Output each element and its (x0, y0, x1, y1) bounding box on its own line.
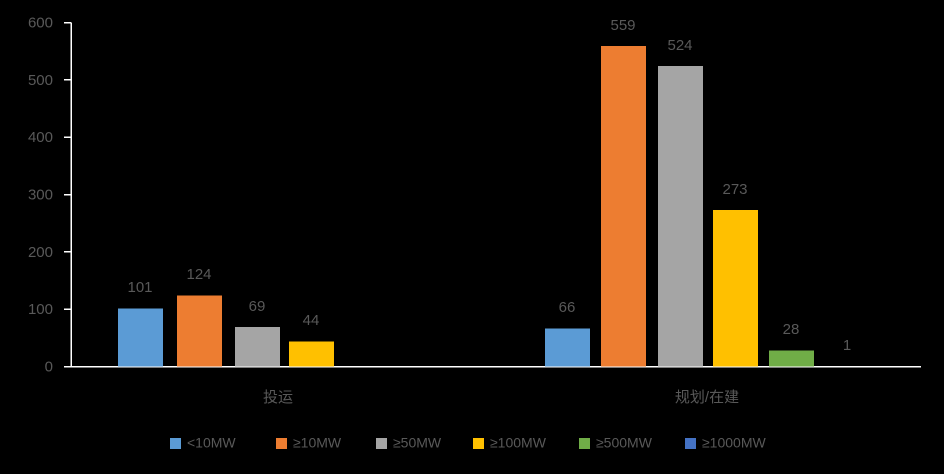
svg-text:100: 100 (28, 301, 53, 318)
svg-text:<10MW: <10MW (187, 435, 236, 451)
svg-text:规划/在建: 规划/在建 (675, 389, 739, 406)
svg-text:≥500MW: ≥500MW (596, 435, 653, 451)
svg-text:1: 1 (843, 337, 851, 354)
svg-text:≥1000MW: ≥1000MW (702, 435, 766, 451)
svg-text:44: 44 (303, 312, 320, 329)
svg-text:524: 524 (667, 37, 692, 54)
svg-text:600: 600 (28, 15, 53, 32)
svg-text:≥100MW: ≥100MW (490, 435, 547, 451)
svg-text:559: 559 (610, 17, 635, 34)
svg-text:28: 28 (783, 321, 800, 338)
svg-text:0: 0 (45, 359, 53, 376)
svg-text:273: 273 (722, 181, 747, 198)
svg-text:101: 101 (127, 279, 152, 296)
svg-text:124: 124 (186, 266, 211, 283)
svg-text:投运: 投运 (263, 389, 293, 406)
svg-text:200: 200 (28, 244, 53, 261)
svg-text:66: 66 (559, 299, 576, 316)
svg-text:69: 69 (249, 298, 266, 315)
svg-text:≥10MW: ≥10MW (293, 435, 342, 451)
svg-text:≥50MW: ≥50MW (393, 435, 442, 451)
svg-text:300: 300 (28, 187, 53, 204)
svg-text:500: 500 (28, 72, 53, 89)
svg-text:400: 400 (28, 129, 53, 146)
